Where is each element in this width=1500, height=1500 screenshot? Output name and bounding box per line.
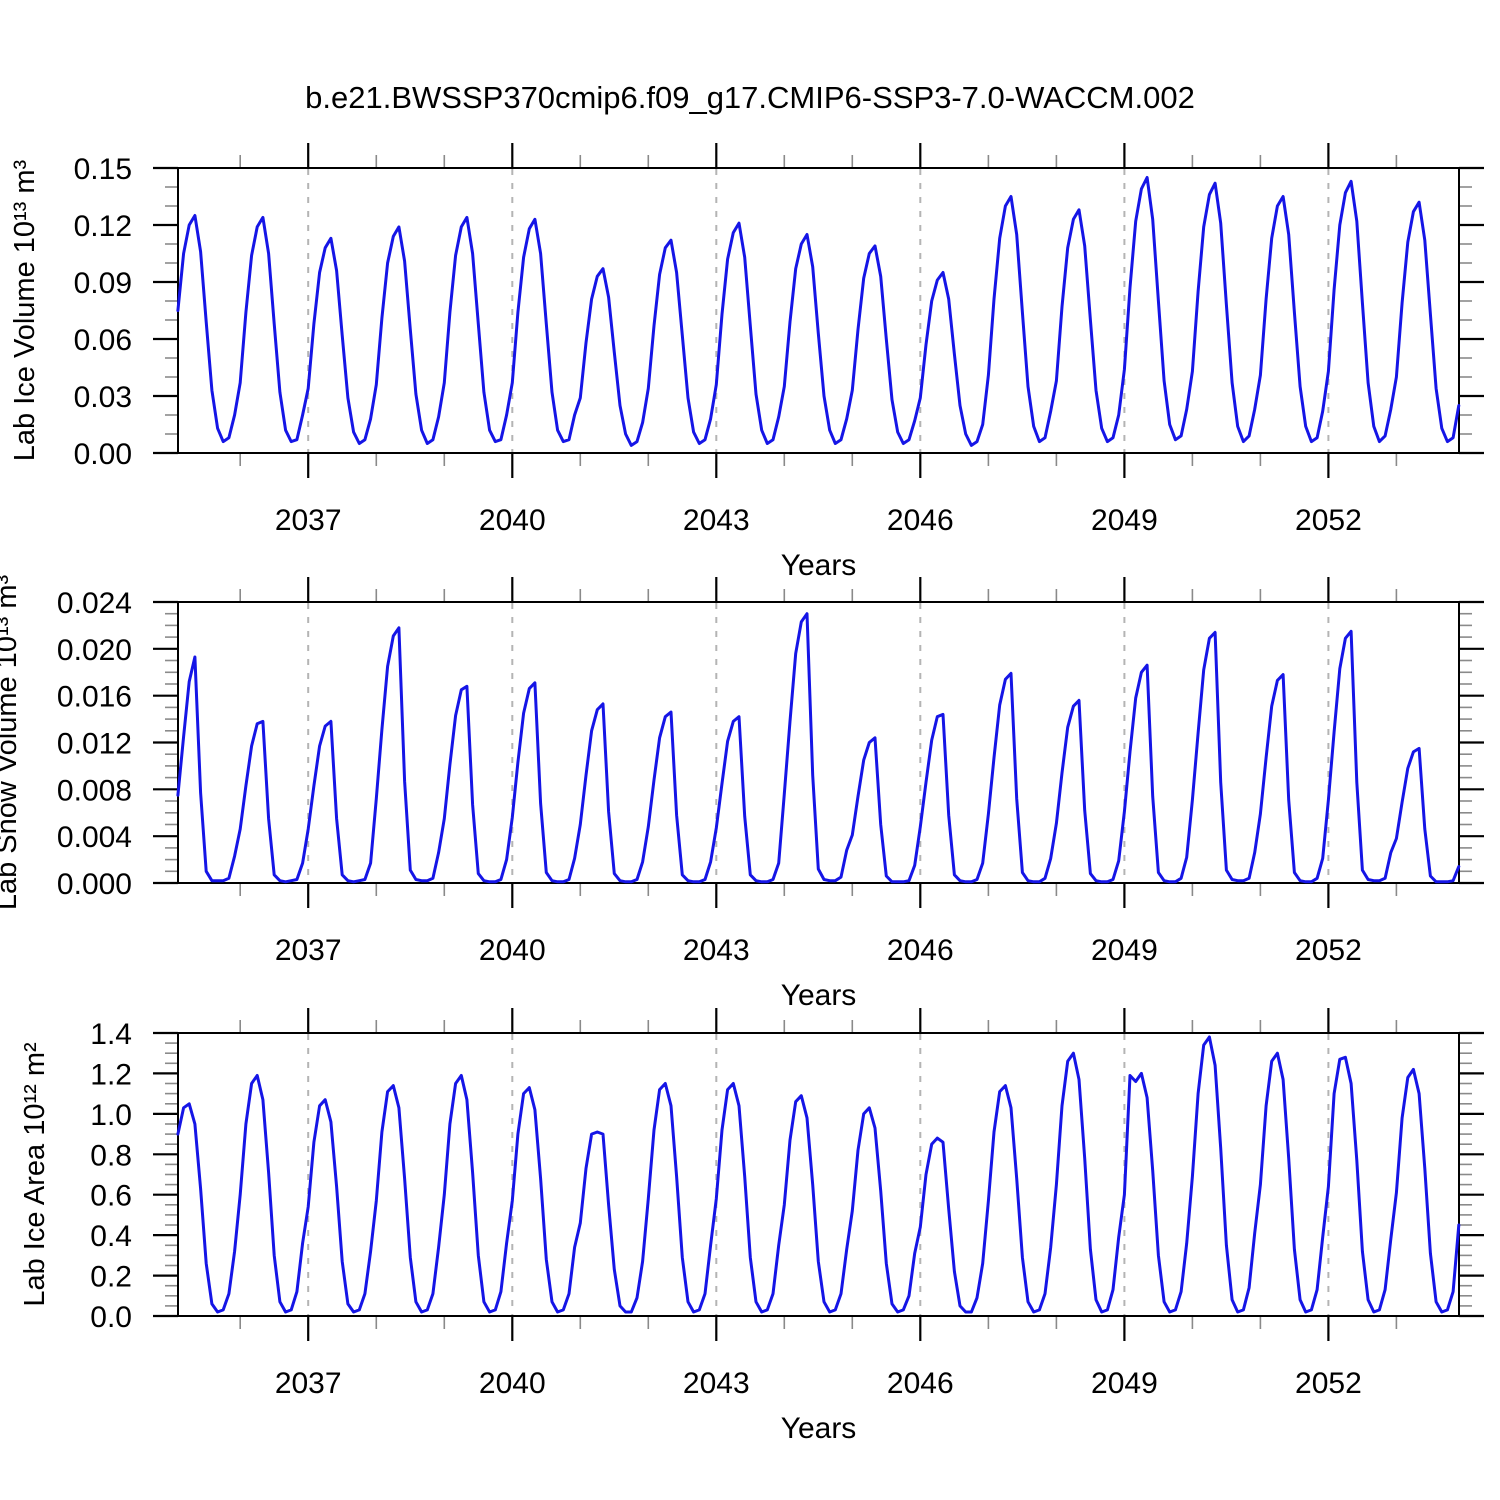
- x-tick-label: 2049: [1091, 934, 1158, 967]
- x-axis-title: Years: [781, 979, 857, 1012]
- panel-lab-ice-area: 0.0 0.2 0.4 0.6 0.8 1.0 1.2 1.4 2037 2040 2043 2046…: [19, 1008, 1484, 1445]
- y-tick-label: 0.12: [74, 210, 132, 243]
- x-tick-label: 2052: [1295, 504, 1362, 537]
- y-tick-label: 0.06: [74, 324, 132, 357]
- y-tick-label: 0.2: [90, 1261, 132, 1294]
- x-tick-label: 2037: [275, 1367, 342, 1400]
- axis-frame: [177, 167, 1460, 454]
- y-tick-label: 0.09: [74, 267, 132, 300]
- y-tick-label: 0.012: [57, 728, 132, 761]
- panel-lab-snow-volume: 0.000 0.004 0.008 0.012 0.016 0.020 0.024 2037 2…: [0, 575, 1484, 1012]
- y-axis-title: Lab Ice Volume 10¹³ m³: [9, 159, 41, 461]
- x-axis-title: Years: [781, 1412, 857, 1445]
- x-tick-label: 2043: [683, 1367, 750, 1400]
- y-axis-title: Lab Ice Area 10¹² m²: [19, 1042, 51, 1307]
- series-line-lab-snow-volume: [176, 612, 1461, 884]
- series-line-lab-ice-area: [176, 1035, 1461, 1314]
- y-tick-label: 0.8: [90, 1139, 132, 1172]
- x-tick-label: 2040: [479, 1367, 546, 1400]
- x-tick-label: 2052: [1295, 1367, 1362, 1400]
- y-tick-label: 0.03: [74, 381, 132, 414]
- y-tick-label: 0.000: [57, 868, 132, 901]
- x-tick-label: 2052: [1295, 934, 1362, 967]
- y-tick-label: 0.016: [57, 681, 132, 714]
- y-tick-label: 1.2: [90, 1058, 132, 1091]
- y-tick-label: 0.004: [57, 821, 132, 854]
- y-tick-label: 1.4: [90, 1018, 132, 1051]
- x-tick-label: 2046: [887, 934, 954, 967]
- y-tick-label: 1.0: [90, 1099, 132, 1132]
- axis-frame: [177, 1032, 1460, 1317]
- x-tick-label: 2043: [683, 934, 750, 967]
- y-tick-label: 0.6: [90, 1180, 132, 1213]
- x-axis-title: Years: [781, 549, 857, 582]
- panel-lab-ice-volume: 0.00 0.03 0.06 0.09 0.12 0.15 2037 2040 2043 2046…: [9, 143, 1484, 582]
- x-tick-label: 2049: [1091, 504, 1158, 537]
- axis-frame: [177, 601, 1460, 884]
- x-tick-label: 2040: [479, 504, 546, 537]
- x-tick-label: 2037: [275, 934, 342, 967]
- y-tick-label: 0.0: [90, 1301, 132, 1334]
- y-tick-label: 0.00: [74, 438, 132, 471]
- y-tick-label: 0.4: [90, 1220, 132, 1253]
- x-tick-label: 2037: [275, 504, 342, 537]
- x-tick-label: 2043: [683, 504, 750, 537]
- chart-title: b.e21.BWSSP370cmip6.f09_g17.CMIP6-SSP3-7…: [305, 80, 1195, 115]
- y-tick-label: 0.024: [57, 587, 132, 620]
- y-tick-label: 0.020: [57, 634, 132, 667]
- x-tick-label: 2040: [479, 934, 546, 967]
- x-tick-label: 2049: [1091, 1367, 1158, 1400]
- series-line-lab-ice-volume: [176, 176, 1461, 447]
- x-tick-label: 2046: [887, 1367, 954, 1400]
- x-tick-label: 2046: [887, 504, 954, 537]
- y-tick-label: 0.008: [57, 774, 132, 807]
- y-tick-label: 0.15: [74, 153, 132, 186]
- y-axis-title: Lab Snow Volume 10¹³ m³: [0, 575, 23, 911]
